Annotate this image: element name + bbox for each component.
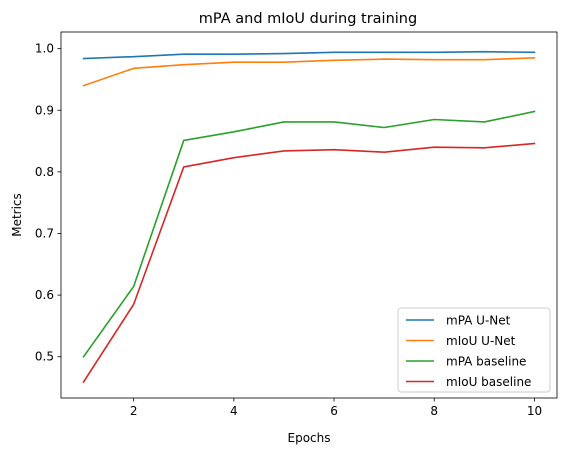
y-axis-title: Metrics — [10, 193, 24, 237]
y-tick-label: 0.6 — [35, 288, 54, 302]
x-axis-title: Epochs — [288, 431, 331, 445]
chart-title: mPA and mIoU during training — [199, 11, 417, 27]
y-tick-label: 1.0 — [35, 42, 54, 56]
y-axis: 0.5 0.6 0.7 0.8 0.9 1.0 — [35, 42, 61, 364]
series-lines — [82, 50, 536, 384]
x-tick-label: 10 — [527, 404, 542, 418]
y-tick-label: 0.5 — [35, 350, 54, 364]
series-line-miou-u-net — [82, 57, 536, 87]
x-axis: 2 4 6 8 10 — [130, 398, 542, 418]
legend-label: mPA baseline — [446, 354, 526, 368]
x-tick-label: 4 — [230, 404, 238, 418]
legend: mPA U-Net mIoU U-Net mPA baseline mIoU base… — [397, 307, 551, 393]
legend-label: mIoU baseline — [446, 375, 531, 389]
series-line-mpa-baseline — [82, 110, 536, 358]
y-tick-label: 0.9 — [35, 103, 54, 117]
y-tick-label: 0.8 — [35, 165, 54, 179]
legend-label: mPA U-Net — [446, 313, 511, 327]
legend-box — [397, 307, 551, 393]
x-tick-label: 2 — [130, 404, 138, 418]
x-tick-label: 8 — [430, 404, 438, 418]
series-line-mpa-u-net — [82, 50, 536, 60]
x-tick-label: 6 — [330, 404, 338, 418]
plot-frame — [60, 31, 558, 399]
series-line-miou-baseline — [82, 142, 536, 384]
legend-label: mIoU U-Net — [446, 334, 516, 348]
y-tick-label: 0.7 — [35, 226, 54, 240]
